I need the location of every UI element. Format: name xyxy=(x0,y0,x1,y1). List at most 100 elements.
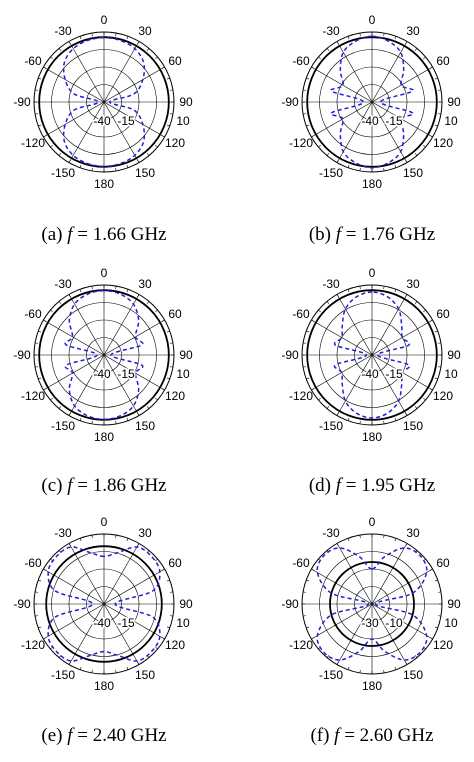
outer-tick xyxy=(155,144,158,148)
outer-tick xyxy=(303,615,307,617)
grid-spoke xyxy=(336,294,373,356)
angle-label: 150 xyxy=(135,166,155,180)
grid-spoke xyxy=(103,101,165,138)
outer-tick xyxy=(115,669,117,673)
outer-tick xyxy=(303,591,307,593)
outer-tick xyxy=(423,144,426,148)
outer-tick xyxy=(35,113,39,115)
angle-label: 30 xyxy=(406,277,420,291)
outer-tick xyxy=(126,36,129,40)
grid-spoke xyxy=(43,354,105,391)
outer-tick xyxy=(155,558,158,562)
outer-tick xyxy=(115,167,117,171)
outer-tick xyxy=(311,637,315,640)
outer-tick xyxy=(68,543,71,547)
angle-label: 0 xyxy=(369,515,376,529)
angle-label: 150 xyxy=(403,668,423,682)
caption-variable: f xyxy=(336,224,344,245)
grid-spoke xyxy=(336,543,373,605)
outer-tick xyxy=(43,568,47,571)
angle-label: -120 xyxy=(289,136,313,150)
outer-tick xyxy=(58,153,62,156)
outer-tick xyxy=(429,388,433,391)
series-dashed-trace xyxy=(47,546,161,662)
outer-tick xyxy=(161,388,165,391)
outer-tick xyxy=(429,66,433,69)
outer-tick xyxy=(437,366,441,368)
outer-tick xyxy=(79,666,82,670)
grid-spoke xyxy=(43,568,105,605)
outer-tick xyxy=(303,89,307,91)
grid-spoke xyxy=(68,603,105,665)
grid-spoke xyxy=(336,603,373,665)
outer-tick xyxy=(434,579,438,582)
outer-tick xyxy=(394,36,397,40)
series-dashed-trace xyxy=(333,291,411,419)
outer-tick xyxy=(434,330,438,333)
outer-tick xyxy=(336,294,339,298)
angle-label: -150 xyxy=(51,668,75,682)
angle-label: -90 xyxy=(13,95,31,109)
outer-tick xyxy=(394,289,397,293)
outer-tick xyxy=(126,289,129,293)
outer-tick xyxy=(161,568,165,571)
outer-tick xyxy=(79,538,82,542)
outer-tick xyxy=(58,48,62,51)
grid-spoke xyxy=(68,294,105,356)
outer-tick xyxy=(434,626,438,629)
angle-label: -90 xyxy=(13,597,31,611)
angle-label: 30 xyxy=(138,277,152,291)
outer-tick xyxy=(166,579,170,582)
outer-tick xyxy=(434,377,438,380)
outer-tick xyxy=(318,144,321,148)
grid-spoke xyxy=(103,66,165,103)
angle-label: 120 xyxy=(433,136,453,150)
series-dashed-trace xyxy=(62,36,146,168)
outer-tick xyxy=(359,669,361,673)
outer-tick xyxy=(437,89,441,91)
outer-tick xyxy=(405,543,408,547)
angle-label: 30 xyxy=(406,24,420,38)
angle-label: -30 xyxy=(322,24,340,38)
outer-tick xyxy=(383,286,385,290)
angle-label: -60 xyxy=(24,307,42,321)
outer-tick xyxy=(137,543,140,547)
caption-text: (e) xyxy=(41,725,67,746)
angle-label: 120 xyxy=(165,638,185,652)
grid-spoke xyxy=(371,603,433,640)
outer-tick xyxy=(38,579,42,582)
caption-variable: f xyxy=(67,725,75,746)
angle-label: 90 xyxy=(447,95,461,109)
grid-spoke xyxy=(371,294,408,356)
radial-label: 10 xyxy=(176,367,190,381)
outer-tick xyxy=(79,289,82,293)
angle-label: -30 xyxy=(322,526,340,540)
outer-tick xyxy=(394,164,397,168)
angle-label: 150 xyxy=(135,419,155,433)
outer-tick xyxy=(38,124,42,127)
angle-label: -90 xyxy=(281,348,299,362)
angle-label: 90 xyxy=(447,597,461,611)
series-solid-trace xyxy=(306,36,438,168)
outer-tick xyxy=(359,33,361,37)
outer-tick xyxy=(347,417,350,421)
grid-spoke xyxy=(371,543,408,605)
angle-label: -60 xyxy=(292,556,310,570)
angle-label: 60 xyxy=(436,307,450,321)
outer-tick xyxy=(169,342,173,344)
outer-tick xyxy=(326,48,330,51)
radial-label: -15 xyxy=(385,367,403,381)
outer-tick xyxy=(35,615,39,617)
outer-tick xyxy=(115,33,117,37)
outer-tick xyxy=(161,319,165,322)
outer-tick xyxy=(414,153,418,156)
radial-label: -15 xyxy=(117,114,135,128)
outer-tick xyxy=(43,388,47,391)
angle-label: 90 xyxy=(179,597,193,611)
outer-tick xyxy=(414,655,418,658)
outer-tick xyxy=(336,41,339,45)
outer-tick xyxy=(383,33,385,37)
grid-spoke xyxy=(103,603,140,665)
outer-tick xyxy=(429,319,433,322)
grid-spoke xyxy=(336,41,373,103)
